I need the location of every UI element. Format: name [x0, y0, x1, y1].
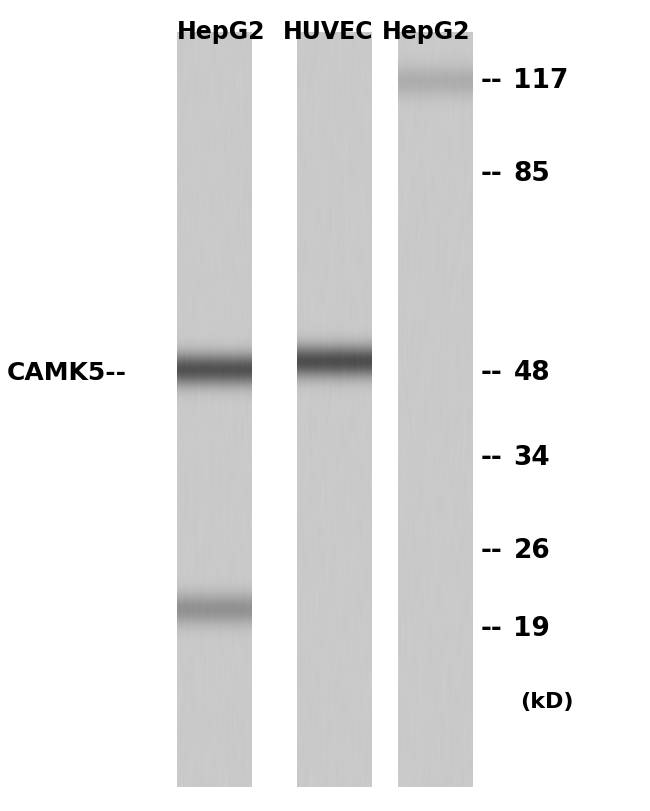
Text: 34: 34: [514, 445, 550, 471]
Text: --: --: [481, 360, 502, 386]
Text: --: --: [481, 616, 502, 642]
Text: 19: 19: [514, 616, 551, 642]
Text: 48: 48: [514, 360, 550, 386]
Text: HepG2: HepG2: [177, 20, 265, 45]
Text: 26: 26: [514, 539, 551, 564]
Text: HUVEC: HUVEC: [283, 20, 374, 45]
Text: 117: 117: [514, 68, 569, 94]
Text: --: --: [481, 445, 502, 471]
Text: (kD): (kD): [520, 692, 573, 711]
Text: --: --: [481, 68, 502, 94]
Text: CAMK5--: CAMK5--: [6, 361, 127, 385]
Text: HepG2: HepG2: [382, 20, 470, 45]
Text: --: --: [481, 539, 502, 564]
Text: --: --: [481, 161, 502, 187]
Text: 85: 85: [514, 161, 551, 187]
